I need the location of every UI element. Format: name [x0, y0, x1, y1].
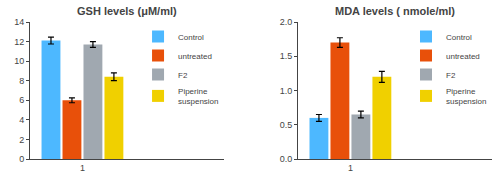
svg-text:6: 6 — [19, 95, 24, 105]
svg-text:12: 12 — [14, 37, 24, 47]
svg-text:1: 1 — [80, 163, 85, 173]
svg-text:GSH levels (μM/ml): GSH levels (μM/ml) — [77, 5, 177, 17]
svg-text:MDA levels ( nmole/ml): MDA levels ( nmole/ml) — [335, 5, 455, 17]
svg-text:2.0: 2.0 — [280, 17, 293, 27]
svg-text:0.5: 0.5 — [280, 120, 293, 130]
svg-text:1.5: 1.5 — [280, 51, 293, 61]
svg-text:Piperinesuspension: Piperinesuspension — [178, 87, 218, 106]
svg-text:Control: Control — [446, 33, 472, 42]
svg-text:1.0: 1.0 — [280, 86, 293, 96]
svg-text:0: 0 — [19, 154, 24, 164]
svg-text:F2: F2 — [178, 71, 188, 80]
svg-text:10: 10 — [14, 56, 24, 66]
svg-text:8: 8 — [19, 76, 24, 86]
svg-text:1: 1 — [348, 163, 353, 173]
svg-text:4: 4 — [19, 115, 24, 125]
svg-text:untreated: untreated — [446, 52, 480, 61]
svg-text:Control: Control — [178, 33, 204, 42]
svg-text:Piperinesuspension: Piperinesuspension — [446, 87, 486, 106]
svg-text:untreated: untreated — [178, 52, 212, 61]
svg-text:2: 2 — [19, 135, 24, 145]
svg-text:14: 14 — [14, 17, 24, 27]
svg-text:F2: F2 — [446, 71, 456, 80]
svg-text:0.0: 0.0 — [280, 154, 293, 164]
